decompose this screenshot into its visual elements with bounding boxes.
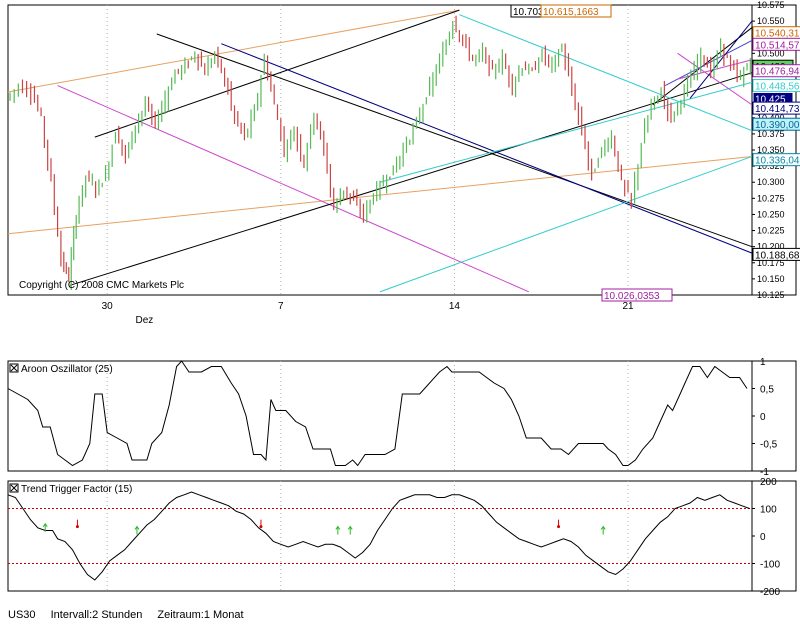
price-tag-box [601,288,673,302]
sell-signal-arrow [557,525,561,529]
price-tag: 10.448,56 [752,79,800,93]
price-tag: 10.390,00 [752,117,800,131]
price-tag-box [752,117,800,131]
x-tick-label: 7 [278,301,284,312]
x-tick-label: 30 [102,301,114,312]
close-x-icon [10,364,18,372]
price-tag-text: 10.540,31 [755,29,800,40]
y-tick-label: 10.550 [757,16,785,26]
y-tick-label: 10.175 [757,258,785,268]
price-tag-text: 10.414,73 [755,104,800,115]
y-tick-label: 10.200 [757,242,785,252]
price-tag: 10.476,94 [752,64,800,78]
price-tag-text: 10.026,0353 [604,291,660,302]
trendline [459,14,753,132]
aroon-line [7,360,748,467]
trendline [664,40,753,86]
ttf-line [7,491,750,581]
price-panel-axis [751,4,797,296]
y-tick-label: 10.300 [757,177,785,187]
aroon-panel-axis [751,360,797,472]
trendline [379,155,753,293]
price-tag-box [752,153,800,167]
y-tick-label: 10.275 [757,193,785,203]
ttf-tick-label: -100 [760,560,780,571]
aroon-tick-label: 1 [760,357,766,368]
aroon-tick-label: 0 [760,412,766,423]
price-tag: 10.615,1663 [540,4,612,18]
price-tag: 10.514,57 [752,37,800,51]
buy-signal-arrow [347,525,353,530]
y-tick-label: 10.350 [757,145,785,155]
copyright-text: Copyright (C) 2008 CMC Markets Plc [19,280,184,291]
price-tag-text: 10.336,04 [755,156,800,167]
price-tag-box [752,64,800,78]
price-tag: 10.414,73 [752,101,800,115]
aroon-title: Aroon Oszillator (25) [21,364,113,375]
price-panel [7,4,753,296]
price-tag: 10.188,68 [752,247,800,261]
trendline [221,43,753,254]
price-tag-text: 10.425 [755,94,786,105]
close-x-icon [10,484,18,492]
x-tick-label: 21 [622,301,634,312]
buy-signal-arrow [42,522,48,528]
month-label: Dez [136,315,154,326]
sell-signal-arrow [259,525,263,529]
ttf-tick-label: 0 [760,532,766,543]
aroon-tick-label: -1 [760,467,769,478]
ttf-title: Trend Trigger Factor (15) [21,484,132,495]
price-tag: 10.026,0353 [601,288,673,302]
y-tick-label: 10.375 [757,129,785,139]
price-tag-box [752,247,800,261]
price-tag-text: 10.476,94 [755,67,800,78]
interval-label: Intervall:2 Stunden [50,609,143,621]
buy-signal-arrow [134,525,140,530]
price-tag-text: 10.615,1663 [543,7,599,18]
buy-signal-arrow [335,525,341,530]
status-bar: US30 Intervall:2 Stunden Zeitraum:1 Mona… [8,609,256,621]
price-tag-box [752,79,800,93]
price-tag-text: 10.390,00 [755,120,800,131]
ttf-panel [7,480,753,592]
x-tick-label: 14 [449,301,461,312]
buy-signal-arrow [600,525,606,530]
aroon-panel [7,360,753,472]
trendline [7,9,460,93]
price-tag-box [752,101,800,115]
period-label: Zeitraum:1 Monat [157,609,244,621]
trendline [379,81,753,183]
y-tick-label: 10.250 [757,209,785,219]
sell-signal-arrow [75,525,79,529]
y-tick-label: 10.575 [757,0,785,10]
y-tick-label: 10.500 [757,48,785,58]
trendline [57,85,530,293]
symbol-label: US30 [8,609,36,621]
ttf-tick-label: 100 [760,505,777,516]
ttf-panel-axis [751,480,797,592]
aroon-tick-label: 0,5 [760,385,774,396]
price-tag: 10.336,04 [752,153,800,167]
ttf-tick-label: -200 [760,587,780,598]
y-tick-label: 10.225 [757,226,785,236]
trendline [689,20,753,99]
trendline [677,59,753,80]
trendline [156,33,753,248]
price-tag-text: 10.448,56 [755,82,800,93]
price-tag-box [540,4,612,18]
price-tag: 10.540,31 [752,26,800,40]
price-tag-text: 10.514,57 [755,40,800,51]
ttf-tick-label: 200 [760,477,777,488]
price-tag-text: 10.188,68 [755,250,800,261]
trendline [677,52,753,106]
price-tag-box [752,37,800,51]
price-tag-text: 10.703 [513,7,544,18]
y-tick-label: 10.125 [757,290,785,300]
aroon-tick-label: -0,5 [760,440,778,451]
trendline [69,72,753,286]
y-tick-label: 10.150 [757,274,785,284]
